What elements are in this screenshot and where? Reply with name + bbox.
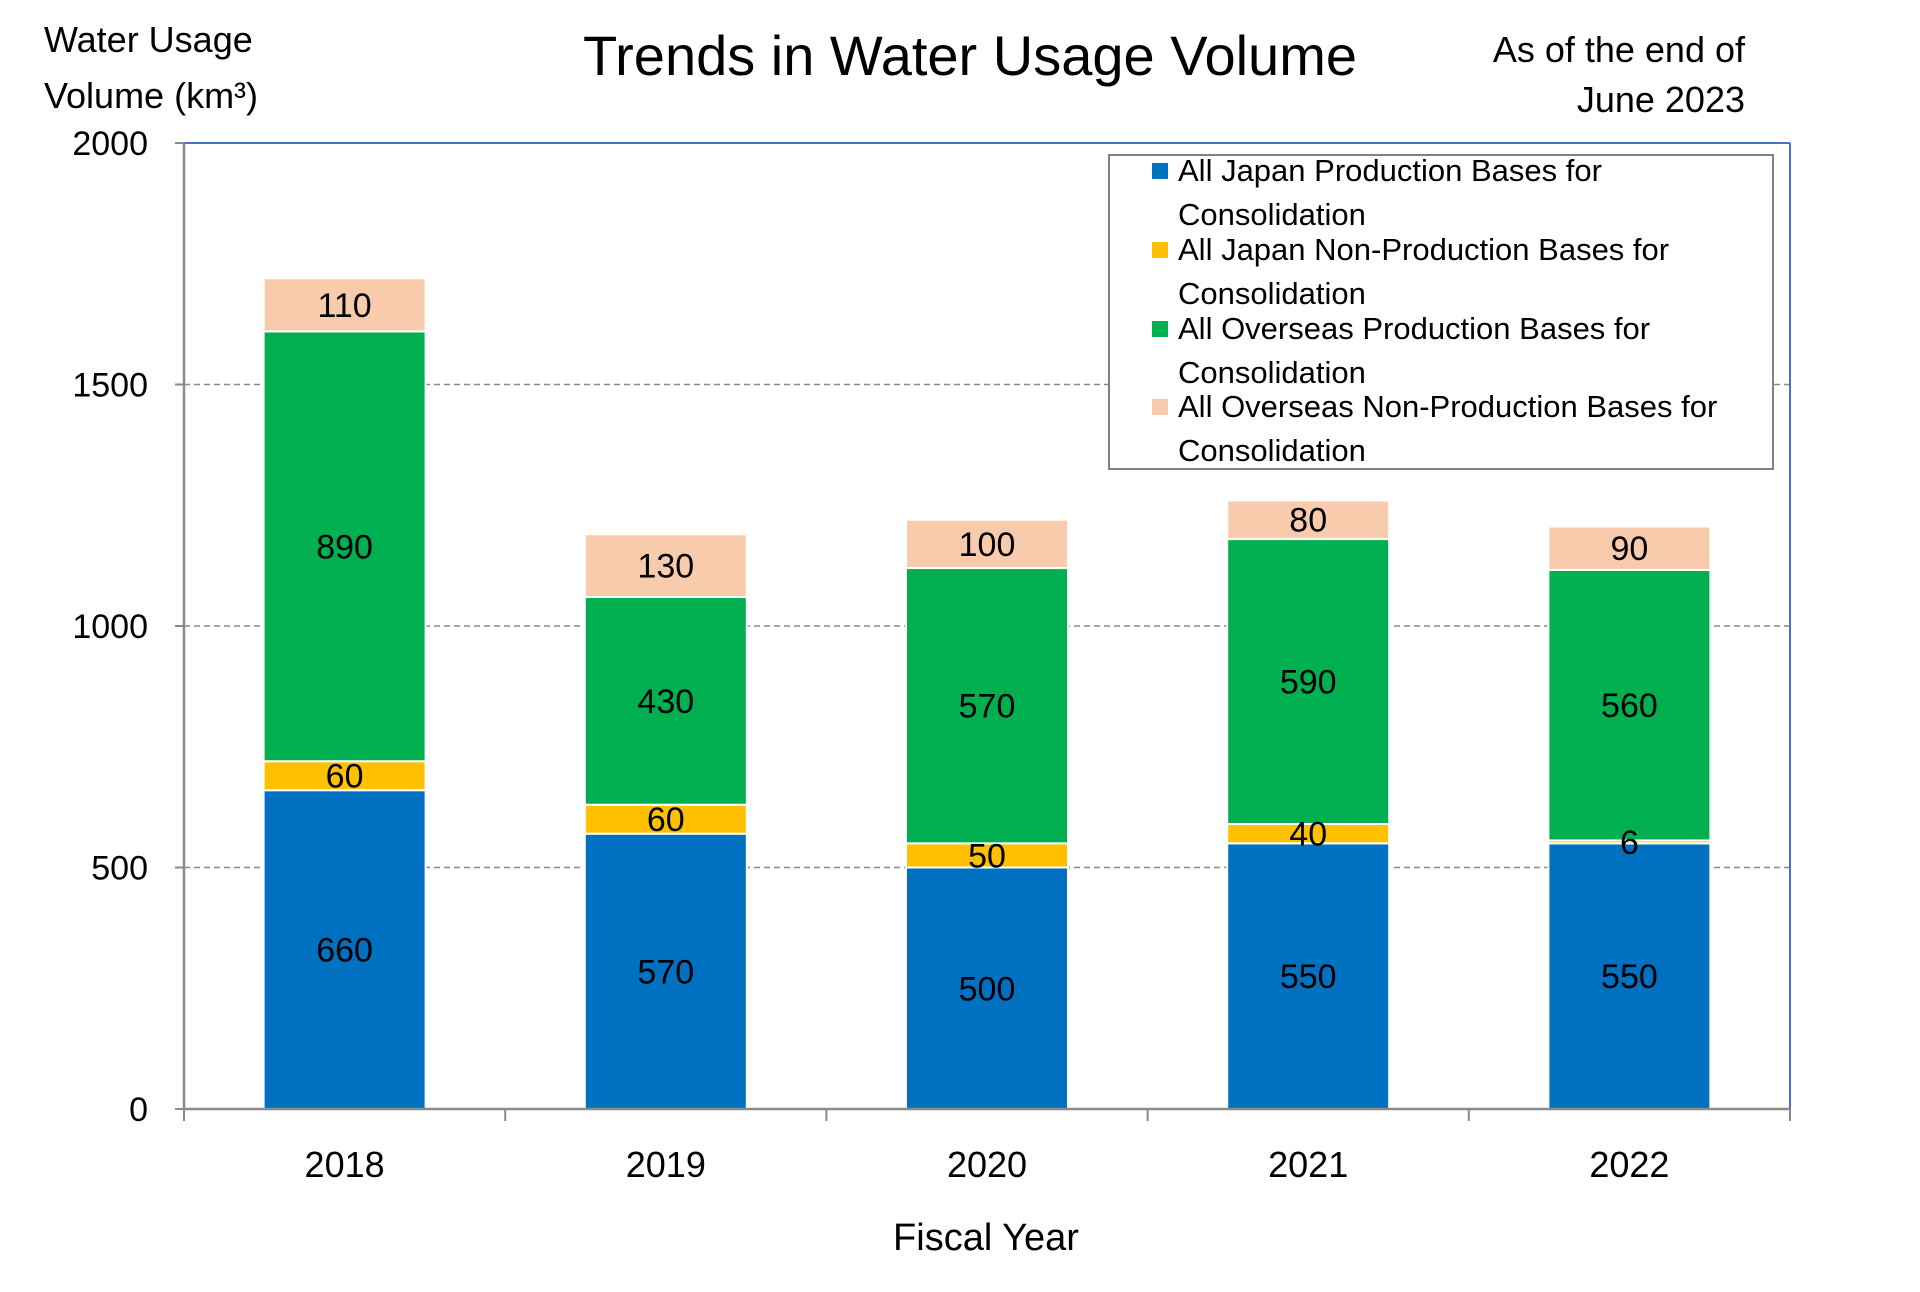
data-label-2021-series-2: 590 bbox=[1280, 664, 1337, 702]
axes: 0 500 1000 1500 2000 2018 2019 2020 2021 2022 bbox=[72, 125, 1791, 1185]
bar-2019-series-1 bbox=[583, 803, 748, 835]
bar-2021-series-3 bbox=[1226, 499, 1391, 541]
bar-2020-series-0 bbox=[905, 866, 1069, 1110]
bar-2022-series-3 bbox=[1547, 525, 1712, 571]
data-label-2020-series-0: 500 bbox=[959, 970, 1016, 1008]
legend-label-overseas-non-production: All Overseas Non-Production Bases for bbox=[1178, 389, 1717, 424]
bar-2021-series-0 bbox=[1226, 842, 1391, 1110]
x-axis-label: Fiscal Year bbox=[893, 1217, 1079, 1259]
legend-label-japan-non-production-line2: Consolidation bbox=[1178, 276, 1366, 311]
data-label-2019-series-0: 570 bbox=[637, 953, 694, 991]
data-labels: 660 60 890 110 570 60 430 130 500 50 570 100 550 40 59… bbox=[316, 287, 1658, 1008]
data-label-2019-series-1: 60 bbox=[647, 801, 685, 839]
bar-2019-series-2 bbox=[583, 596, 748, 806]
bar-2022-series-2 bbox=[1547, 568, 1712, 842]
data-label-2022-series-0: 550 bbox=[1601, 958, 1658, 996]
data-label-2020-series-3: 100 bbox=[959, 526, 1016, 564]
bar-2018-series-1 bbox=[262, 760, 427, 792]
bar-2021-series-2 bbox=[1226, 538, 1391, 826]
data-label-2022-series-3: 90 bbox=[1610, 530, 1648, 568]
legend-label-japan-production-line2: Consolidation bbox=[1178, 197, 1366, 232]
x-tick-label-2018: 2018 bbox=[305, 1144, 385, 1185]
legend-swatch-overseas-non-production bbox=[1152, 399, 1168, 415]
legend-swatch-overseas-production bbox=[1152, 321, 1168, 337]
data-label-2018-series-1: 60 bbox=[326, 758, 364, 796]
bar-2022-series-0 bbox=[1547, 842, 1712, 1110]
legend-label-overseas-production-line2: Consolidation bbox=[1178, 355, 1366, 390]
data-label-2018-series-3: 110 bbox=[317, 287, 371, 325]
data-label-2020-series-2: 570 bbox=[959, 688, 1016, 726]
data-label-2019-series-3: 130 bbox=[637, 548, 694, 586]
x-tick-label-2019: 2019 bbox=[626, 1144, 706, 1185]
y-tick-label-1000: 1000 bbox=[72, 608, 148, 646]
legend: All Japan Production Bases for Consolida… bbox=[1108, 153, 1774, 470]
data-label-2018-series-2: 890 bbox=[316, 528, 373, 566]
y-tick-label-2000: 2000 bbox=[72, 125, 148, 163]
data-label-2020-series-1: 50 bbox=[968, 837, 1006, 875]
y-tick-label-1500: 1500 bbox=[72, 367, 148, 405]
bar-2019-series-3 bbox=[583, 533, 748, 599]
legend-label-japan-non-production: All Japan Non-Production Bases for bbox=[1178, 232, 1669, 267]
bar-2019-series-0 bbox=[583, 832, 748, 1110]
data-label-2022-series-2: 560 bbox=[1601, 687, 1658, 725]
legend-label-japan-production: All Japan Production Bases for bbox=[1178, 153, 1602, 188]
legend-label-overseas-non-production-line2: Consolidation bbox=[1178, 433, 1366, 468]
y-tick-label-500: 500 bbox=[91, 850, 148, 888]
data-label-2021-series-1: 40 bbox=[1289, 816, 1327, 854]
bar-2018-series-3 bbox=[262, 277, 427, 333]
bars bbox=[262, 277, 1712, 1110]
legend-box bbox=[1108, 154, 1774, 470]
x-tick-label-2022: 2022 bbox=[1589, 1144, 1669, 1185]
x-tick-label-2021: 2021 bbox=[1268, 1144, 1348, 1185]
x-tick-label-2020: 2020 bbox=[947, 1144, 1027, 1185]
y-axis-label-line1: Water Usage bbox=[44, 19, 253, 60]
data-label-2022-series-1: 6 bbox=[1620, 824, 1639, 862]
legend-swatch-japan-production bbox=[1152, 163, 1168, 179]
bar-2020-series-1 bbox=[905, 842, 1069, 869]
bar-2020-series-2 bbox=[905, 567, 1069, 845]
legend-swatch-japan-non-production bbox=[1152, 242, 1168, 258]
bar-2020-series-3 bbox=[905, 518, 1069, 570]
y-axis-label-line2: Volume (km³) bbox=[44, 75, 258, 116]
data-label-2021-series-3: 80 bbox=[1289, 502, 1327, 540]
chart-title: Trends in Water Usage Volume bbox=[583, 24, 1357, 87]
date-note-line1: As of the end of bbox=[1493, 29, 1746, 70]
y-tick-label-0: 0 bbox=[129, 1091, 148, 1129]
legend-label-overseas-production: All Overseas Production Bases for bbox=[1178, 311, 1650, 346]
bar-2018-series-2 bbox=[262, 330, 427, 763]
data-label-2019-series-2: 430 bbox=[637, 683, 694, 721]
data-label-2021-series-0: 550 bbox=[1280, 958, 1337, 996]
date-note-line2: June 2023 bbox=[1577, 79, 1745, 120]
data-label-2018-series-0: 660 bbox=[316, 932, 373, 970]
